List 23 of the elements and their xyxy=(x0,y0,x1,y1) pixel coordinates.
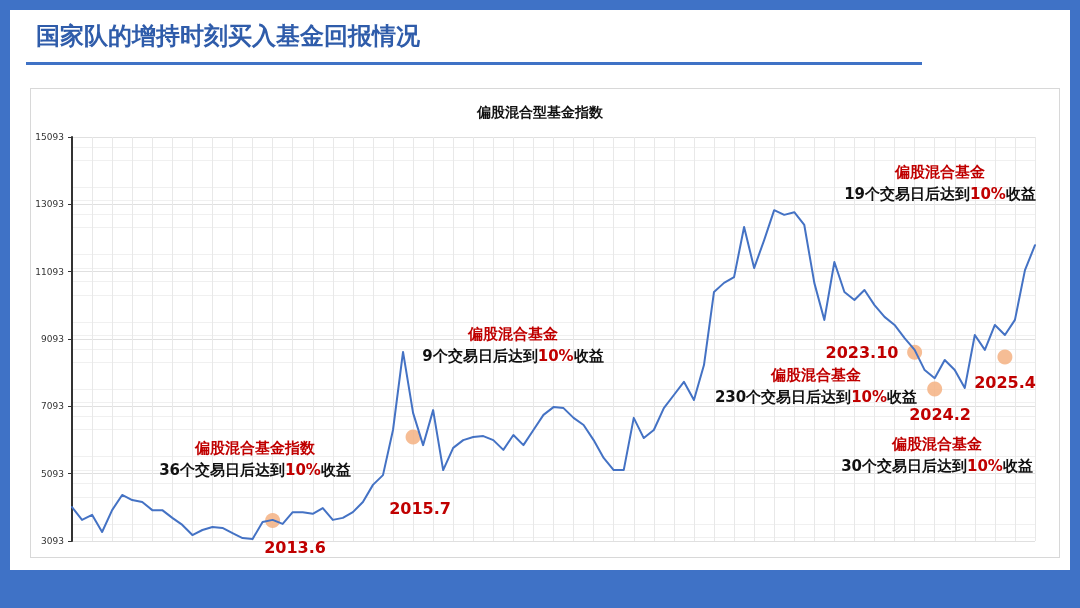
y-tick-label: 13093 xyxy=(35,199,64,210)
annotation: 2015.7 xyxy=(389,498,451,518)
point xyxy=(405,429,421,445)
y-tick-label: 15093 xyxy=(35,132,64,142)
chart-title: 国家队的增持时刻买入基金回报情况 xyxy=(36,21,420,52)
line-series xyxy=(71,209,1036,541)
annotation: 偏股混合基金 230个交易日后达到10%收益 xyxy=(714,366,918,406)
annotation: 2023.10 xyxy=(825,342,899,362)
annotation: 2013.6 xyxy=(264,537,326,557)
annotation: 偏股混合基金 30个交易日后达到10%收益 xyxy=(841,435,1033,475)
y-tick-label: 9093 xyxy=(41,334,64,344)
annotation: 2025.4 xyxy=(974,372,1036,392)
point xyxy=(927,381,943,397)
annotation: 偏股混合基金 9个交易日后达到10%收益 xyxy=(422,325,604,365)
annotation: 偏股混合基金指数 36个交易日后达到10%收益 xyxy=(159,439,351,479)
y-tick-label: 5093 xyxy=(41,468,64,479)
y-tick-label: 7093 xyxy=(41,401,64,412)
point xyxy=(997,349,1013,365)
y-tick-label: 11093 xyxy=(35,266,64,277)
annotation: 2024.2 xyxy=(909,404,971,424)
chart-subtitle: 偏股混合型基金指数 xyxy=(476,104,604,120)
y-tick-label: 3093 xyxy=(41,536,64,546)
annotation: 偏股混合基金 19个交易日后达到10%收益 xyxy=(844,163,1036,203)
